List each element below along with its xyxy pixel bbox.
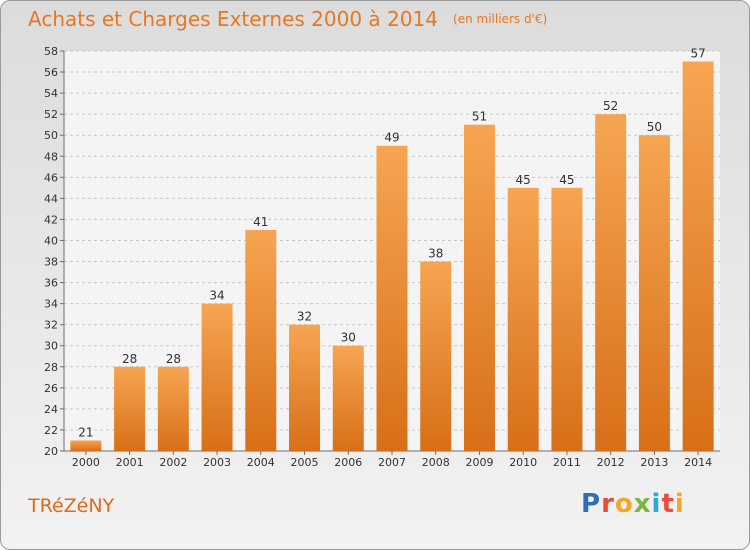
logo-letter: t: [661, 489, 675, 519]
data-label: 28: [166, 352, 181, 366]
data-label: 52: [603, 99, 618, 113]
data-label: 38: [428, 247, 443, 261]
x-tick-label: 2013: [640, 456, 668, 469]
y-tick-label: 54: [44, 87, 58, 100]
data-label: 28: [122, 352, 137, 366]
data-label: 34: [209, 289, 224, 303]
data-label: 30: [341, 331, 356, 345]
y-tick-label: 58: [44, 45, 58, 58]
y-tick-label: 32: [44, 319, 58, 332]
data-label: 45: [559, 173, 574, 187]
y-tick-label: 48: [44, 150, 58, 163]
bar: [201, 303, 233, 451]
y-tick-label: 52: [44, 108, 58, 121]
y-tick-label: 20: [44, 445, 58, 458]
y-tick-label: 46: [44, 171, 58, 184]
bar: [114, 366, 146, 451]
data-label: 32: [297, 310, 312, 324]
x-tick-label: 2009: [465, 456, 493, 469]
bar: [420, 261, 452, 451]
y-tick-label: 22: [44, 424, 58, 437]
logo-letter: i: [651, 489, 662, 519]
x-tick-label: 2012: [597, 456, 625, 469]
bar: [289, 324, 321, 451]
y-tick-label: 36: [44, 277, 58, 290]
data-label: 45: [516, 173, 531, 187]
data-label: 21: [78, 425, 93, 439]
proxiti-logo[interactable]: Proxiti: [581, 489, 685, 519]
y-tick-label: 44: [44, 192, 58, 205]
logo-letter: r: [601, 489, 615, 519]
x-tick-label: 2007: [378, 456, 406, 469]
bar: [638, 135, 670, 452]
y-tick-label: 40: [44, 234, 58, 247]
logo-letter: i: [674, 489, 685, 519]
data-label: 41: [253, 215, 268, 229]
x-tick-label: 2005: [291, 456, 319, 469]
y-tick-label: 26: [44, 382, 58, 395]
logo-letter: P: [581, 489, 602, 519]
x-tick-label: 2001: [116, 456, 144, 469]
x-tick-label: 2010: [509, 456, 537, 469]
y-tick-label: 30: [44, 340, 58, 353]
data-label: 49: [384, 131, 399, 145]
bar: [245, 229, 277, 451]
chart-unit: (en milliers d'€): [453, 12, 548, 26]
chart-title-block: Achats et Charges Externes 2000 à 2014 (…: [28, 7, 547, 31]
y-tick-label: 28: [44, 361, 58, 374]
y-tick-label: 50: [44, 129, 58, 142]
bar: [332, 345, 364, 451]
bar: [551, 187, 583, 451]
y-tick-label: 24: [44, 403, 58, 416]
data-label: 57: [690, 47, 705, 61]
x-tick-label: 2014: [684, 456, 712, 469]
bar: [682, 61, 714, 452]
x-tick-label: 2004: [247, 456, 275, 469]
x-tick-label: 2002: [159, 456, 187, 469]
bar: [376, 145, 408, 451]
bar: [463, 124, 495, 452]
data-label: 51: [472, 110, 487, 124]
bar: [595, 114, 627, 451]
x-tick-label: 2008: [422, 456, 450, 469]
bar: [157, 366, 189, 451]
y-tick-label: 56: [44, 66, 58, 79]
bar: [507, 187, 539, 451]
x-tick-label: 2003: [203, 456, 231, 469]
y-tick-label: 34: [44, 298, 58, 311]
y-tick-label: 42: [44, 213, 58, 226]
x-tick-label: 2000: [72, 456, 100, 469]
x-tick-label: 2011: [553, 456, 581, 469]
data-label: 50: [647, 120, 662, 134]
bar: [70, 440, 102, 451]
logo-letter: o: [614, 489, 634, 519]
y-tick-label: 38: [44, 256, 58, 269]
commune-name: TRéZéNY: [28, 495, 115, 517]
x-tick-label: 2006: [334, 456, 362, 469]
chart-title: Achats et Charges Externes 2000 à 2014: [28, 7, 438, 31]
logo-letter: x: [633, 489, 652, 519]
